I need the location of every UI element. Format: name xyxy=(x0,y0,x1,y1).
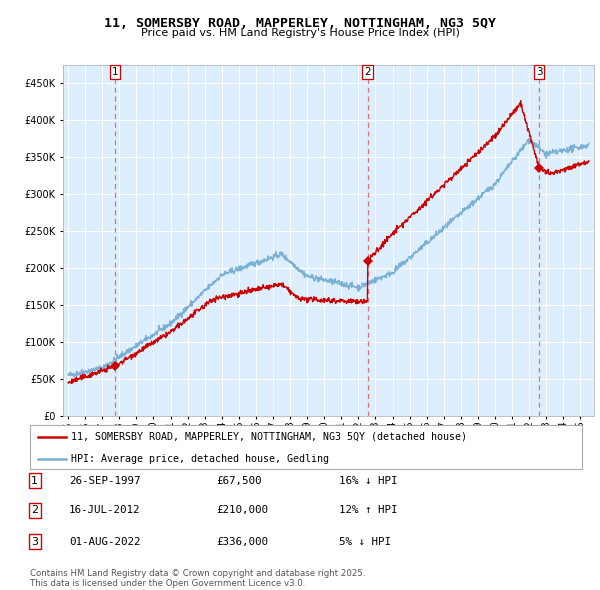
Text: Contains HM Land Registry data © Crown copyright and database right 2025.
This d: Contains HM Land Registry data © Crown c… xyxy=(30,569,365,588)
Text: 01-AUG-2022: 01-AUG-2022 xyxy=(69,537,140,546)
Text: 16-JUL-2012: 16-JUL-2012 xyxy=(69,506,140,515)
Text: £210,000: £210,000 xyxy=(216,506,268,515)
Text: 26-SEP-1997: 26-SEP-1997 xyxy=(69,476,140,486)
Text: 11, SOMERSBY ROAD, MAPPERLEY, NOTTINGHAM, NG3 5QY: 11, SOMERSBY ROAD, MAPPERLEY, NOTTINGHAM… xyxy=(104,17,496,30)
Text: HPI: Average price, detached house, Gedling: HPI: Average price, detached house, Gedl… xyxy=(71,454,329,464)
Text: 2: 2 xyxy=(364,67,371,77)
Text: 11, SOMERSBY ROAD, MAPPERLEY, NOTTINGHAM, NG3 5QY (detached house): 11, SOMERSBY ROAD, MAPPERLEY, NOTTINGHAM… xyxy=(71,432,467,442)
Text: 1: 1 xyxy=(31,476,38,486)
Text: 3: 3 xyxy=(31,537,38,546)
Text: 1: 1 xyxy=(112,67,118,77)
Text: £67,500: £67,500 xyxy=(216,476,262,486)
Text: 16% ↓ HPI: 16% ↓ HPI xyxy=(339,476,397,486)
Text: 12% ↑ HPI: 12% ↑ HPI xyxy=(339,506,397,515)
Text: 3: 3 xyxy=(536,67,542,77)
Text: 5% ↓ HPI: 5% ↓ HPI xyxy=(339,537,391,546)
Text: £336,000: £336,000 xyxy=(216,537,268,546)
Text: Price paid vs. HM Land Registry's House Price Index (HPI): Price paid vs. HM Land Registry's House … xyxy=(140,28,460,38)
Text: 2: 2 xyxy=(31,506,38,515)
